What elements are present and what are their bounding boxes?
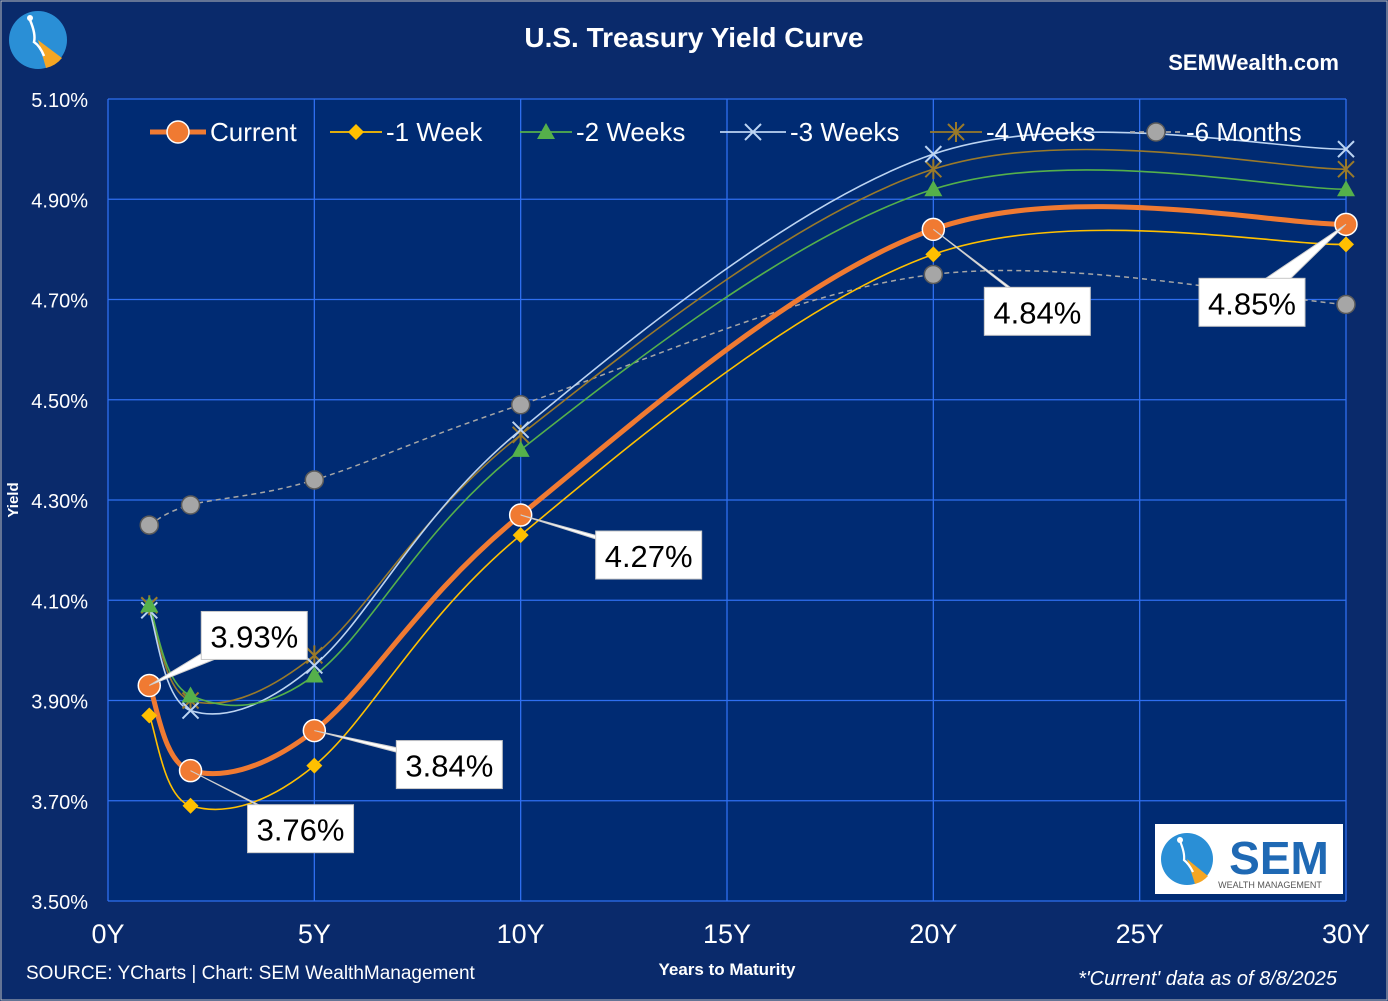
callout-box	[595, 530, 703, 580]
y-axis-ticks: 3.50% 3.70% 3.90% 4.10% 4.30% 4.50% 4.70% 4.90%…	[31, 90, 88, 914]
current-callouts: 3.93% 3.76% 3.84% 4.27% 4.84% 4.85%	[149, 223, 1347, 854]
point--3-weeks	[1337, 140, 1355, 158]
legend-label: Current	[210, 117, 297, 147]
y-tick-label: 4.30%	[31, 491, 88, 513]
x-tick-label: 10Y	[497, 919, 545, 949]
point--4-weeks	[924, 159, 943, 180]
x-tick-label: 25Y	[1116, 919, 1164, 949]
top-logo-icon	[9, 11, 67, 69]
point--6-months	[180, 495, 201, 515]
point--1-week	[182, 797, 199, 814]
point--3-weeks	[511, 421, 530, 439]
x-tick-label: 15Y	[703, 919, 751, 949]
grid	[107, 98, 1347, 902]
callout-label: 3.84%	[405, 749, 493, 784]
point--3-weeks	[305, 656, 324, 675]
legend-label: -6 Months	[1186, 117, 1302, 147]
callout-box	[1198, 277, 1306, 327]
point--6-months	[304, 470, 325, 490]
y-tick-label: 3.90%	[31, 692, 88, 714]
legend-marker	[166, 120, 190, 144]
x-axis-ticks: 0Y 5Y 10Y 15Y 20Y 25Y 30Y	[91, 919, 1370, 949]
point--2-weeks	[181, 686, 200, 703]
sem-logo-icon	[1161, 833, 1213, 885]
brand-site: SEMWealth.com	[1168, 50, 1339, 75]
point--1-week	[512, 527, 529, 544]
x-axis-label: Years to Maturity	[659, 960, 797, 979]
point--3-weeks	[924, 145, 943, 163]
point--2-weeks	[140, 596, 159, 613]
y-tick-label: 4.50%	[31, 391, 88, 413]
y-tick-label: 4.70%	[31, 291, 88, 313]
x-tick-label: 0Y	[91, 919, 124, 949]
asof-note: *'Current' data as of 8/8/2025	[1078, 968, 1338, 990]
point--2-weeks	[511, 440, 530, 457]
point--2-weeks	[924, 180, 943, 197]
chart-title: U.S. Treasury Yield Curve	[524, 22, 863, 53]
point--6-months	[139, 515, 160, 535]
y-tick-label: 3.50%	[31, 892, 88, 914]
source-note: SOURCE: YCharts | Chart: SEM WealthManag…	[26, 963, 476, 984]
callout-box	[200, 610, 308, 660]
point--1-week	[925, 246, 942, 263]
x-tick-label: 5Y	[298, 919, 331, 949]
point--1-week	[1338, 236, 1354, 253]
legend-label: -2 Weeks	[576, 117, 685, 147]
legend-marker	[348, 124, 364, 140]
callout-box	[983, 286, 1091, 336]
legend-label: -3 Weeks	[790, 117, 899, 147]
y-tick-label: 3.70%	[31, 792, 88, 814]
callout-label: 3.76%	[257, 813, 345, 848]
legend: Current -1 Week -2 Weeks -3 Weeks -4 Weeks -6…	[150, 117, 1302, 147]
point--1-week	[306, 757, 323, 774]
x-tick-label: 20Y	[909, 919, 957, 949]
callout-label: 4.85%	[1208, 286, 1296, 321]
point--3-weeks	[181, 701, 200, 720]
point--2-weeks	[1337, 180, 1355, 197]
sem-logo-subtext: WEALTH MANAGEMENT	[1218, 880, 1322, 890]
point--6-months	[1336, 294, 1356, 315]
callout-box	[395, 740, 503, 790]
y-tick-label: 4.10%	[31, 591, 88, 613]
point--2-weeks	[305, 666, 324, 683]
point--6-months	[510, 395, 531, 415]
legend-label: -4 Weeks	[986, 117, 1095, 147]
y-tick-label: 5.10%	[31, 90, 88, 112]
legend-label: -1 Week	[386, 117, 483, 147]
series-markers	[137, 140, 1358, 814]
sem-logo: SEM WEALTH MANAGEMENT	[1155, 824, 1343, 894]
point--1-week	[141, 707, 158, 724]
callout-label: 3.93%	[210, 619, 298, 654]
legend-marker	[744, 123, 762, 141]
series-line--6-months	[148, 269, 1347, 526]
y-tick-label: 4.90%	[31, 190, 88, 212]
legend-marker	[537, 123, 555, 139]
callout-label: 4.84%	[993, 295, 1081, 330]
callout-box	[247, 804, 355, 854]
point--6-months	[923, 264, 944, 285]
point--4-weeks	[1337, 159, 1355, 180]
y-axis-label: Yield	[5, 482, 22, 517]
x-tick-label: 30Y	[1322, 919, 1370, 949]
legend-marker	[947, 122, 965, 142]
sem-logo-text: SEM	[1229, 832, 1329, 884]
callout-label: 4.27%	[605, 539, 693, 574]
legend-marker	[1146, 122, 1166, 142]
